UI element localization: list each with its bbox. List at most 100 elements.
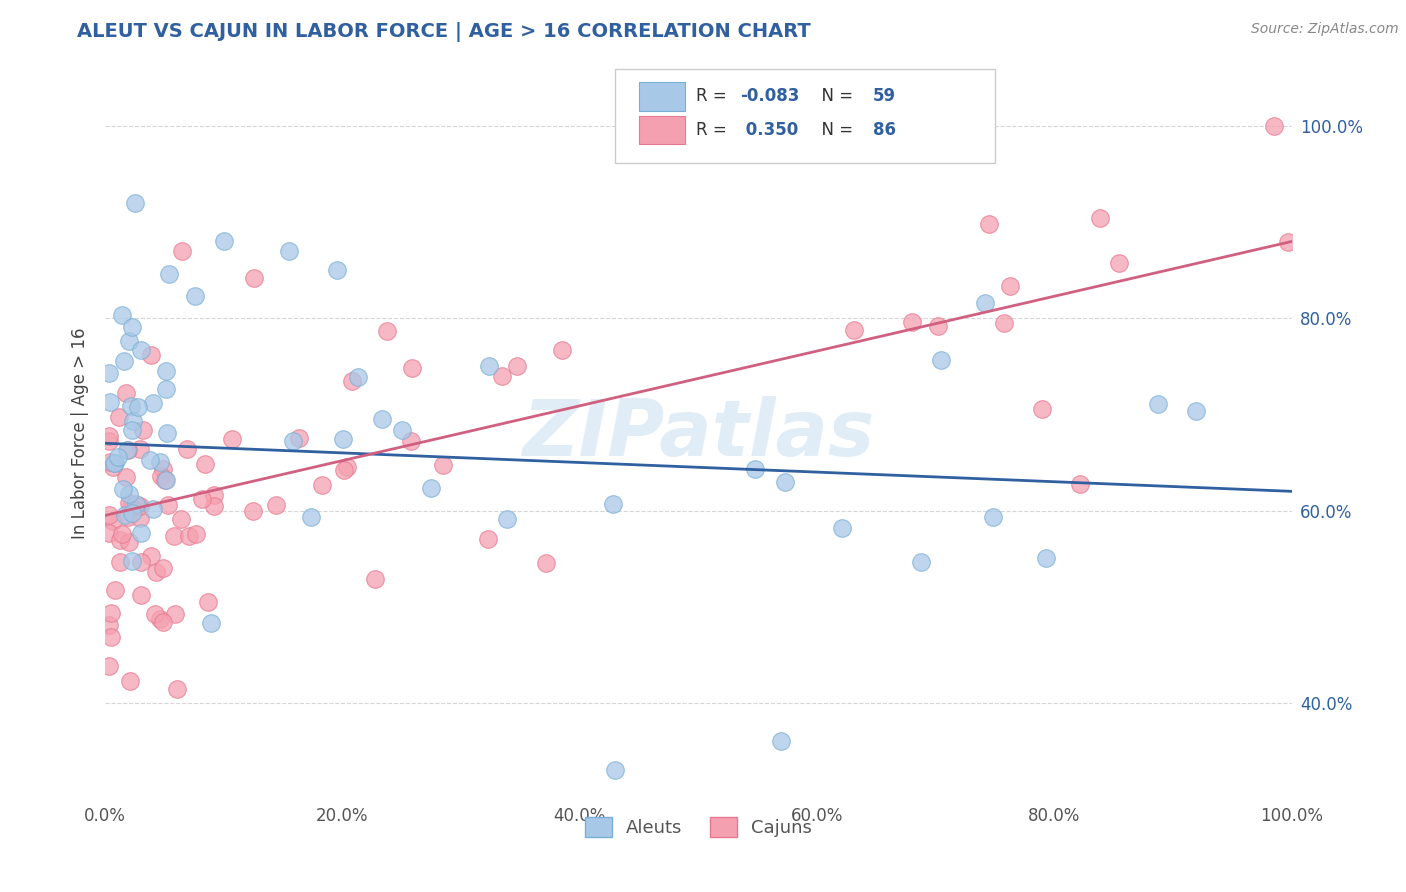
Point <box>491 369 513 384</box>
Point <box>391 423 413 437</box>
Point <box>162 529 184 543</box>
Point <box>551 343 574 357</box>
Point <box>125 497 148 511</box>
Point <box>97 508 120 523</box>
FancyBboxPatch shape <box>640 82 685 111</box>
Point <box>97 429 120 443</box>
Point <box>1146 397 1168 411</box>
Point <box>1263 119 1285 133</box>
Point <box>432 458 454 473</box>
Point <box>496 512 519 526</box>
Point <box>155 382 177 396</box>
Point <box>176 442 198 456</box>
Point <box>605 763 627 777</box>
Point <box>115 385 138 400</box>
Point <box>108 409 131 424</box>
Y-axis label: In Labor Force | Age > 16: In Labor Force | Age > 16 <box>72 328 89 540</box>
Point <box>129 588 152 602</box>
Point <box>1277 235 1299 250</box>
Point <box>118 496 141 510</box>
Point <box>149 455 172 469</box>
Point <box>155 364 177 378</box>
Point <box>197 594 219 608</box>
Point <box>278 244 301 259</box>
Point <box>264 498 287 512</box>
Point <box>104 456 127 470</box>
Point <box>139 347 162 361</box>
Point <box>927 319 949 334</box>
Point <box>117 443 139 458</box>
Point <box>377 324 399 338</box>
Point <box>363 572 385 586</box>
Point <box>981 510 1004 524</box>
Point <box>103 456 125 470</box>
Legend: Aleuts, Cajuns: Aleuts, Cajuns <box>578 810 820 845</box>
Point <box>115 469 138 483</box>
Text: 86: 86 <box>873 121 896 139</box>
Point <box>333 463 356 477</box>
Point <box>152 615 174 630</box>
Point <box>602 497 624 511</box>
Point <box>107 450 129 464</box>
Point <box>336 459 359 474</box>
Point <box>97 658 120 673</box>
Point <box>128 499 150 513</box>
Point <box>281 434 304 448</box>
Point <box>118 487 141 501</box>
Point <box>340 374 363 388</box>
Point <box>200 615 222 630</box>
Point <box>120 399 142 413</box>
Point <box>97 434 120 448</box>
Point <box>111 527 134 541</box>
Point <box>536 557 558 571</box>
Point <box>98 525 121 540</box>
Point <box>910 555 932 569</box>
FancyBboxPatch shape <box>640 116 685 145</box>
Point <box>97 617 120 632</box>
Point <box>242 504 264 518</box>
Point <box>1031 401 1053 416</box>
Point <box>477 532 499 546</box>
Point <box>110 556 132 570</box>
Text: 59: 59 <box>873 87 896 105</box>
Point <box>773 475 796 489</box>
Point <box>145 565 167 579</box>
Point <box>118 334 141 348</box>
Point <box>129 510 152 524</box>
Point <box>104 582 127 597</box>
Point <box>139 549 162 563</box>
Point <box>347 369 370 384</box>
Point <box>202 500 225 514</box>
Point <box>152 462 174 476</box>
Point <box>142 395 165 409</box>
Point <box>177 529 200 543</box>
Point <box>156 425 179 440</box>
Point <box>325 263 347 277</box>
Point <box>120 674 142 689</box>
Point <box>212 235 235 249</box>
Point <box>111 483 134 497</box>
Point <box>221 432 243 446</box>
Point <box>1184 404 1206 418</box>
Point <box>155 473 177 487</box>
Point <box>1069 477 1091 491</box>
Point <box>900 315 922 329</box>
Point <box>191 492 214 507</box>
Point <box>97 366 120 380</box>
Point <box>929 353 952 368</box>
Text: R =: R = <box>696 121 737 139</box>
Text: Source: ZipAtlas.com: Source: ZipAtlas.com <box>1251 22 1399 37</box>
Point <box>112 354 135 368</box>
Point <box>243 271 266 285</box>
Point <box>370 411 392 425</box>
Point <box>117 509 139 524</box>
Point <box>121 506 143 520</box>
Text: N =: N = <box>811 87 859 105</box>
Point <box>120 500 142 514</box>
Point <box>115 442 138 457</box>
Point <box>166 681 188 696</box>
Point <box>998 279 1021 293</box>
Point <box>129 525 152 540</box>
Point <box>744 462 766 476</box>
Point <box>157 498 180 512</box>
